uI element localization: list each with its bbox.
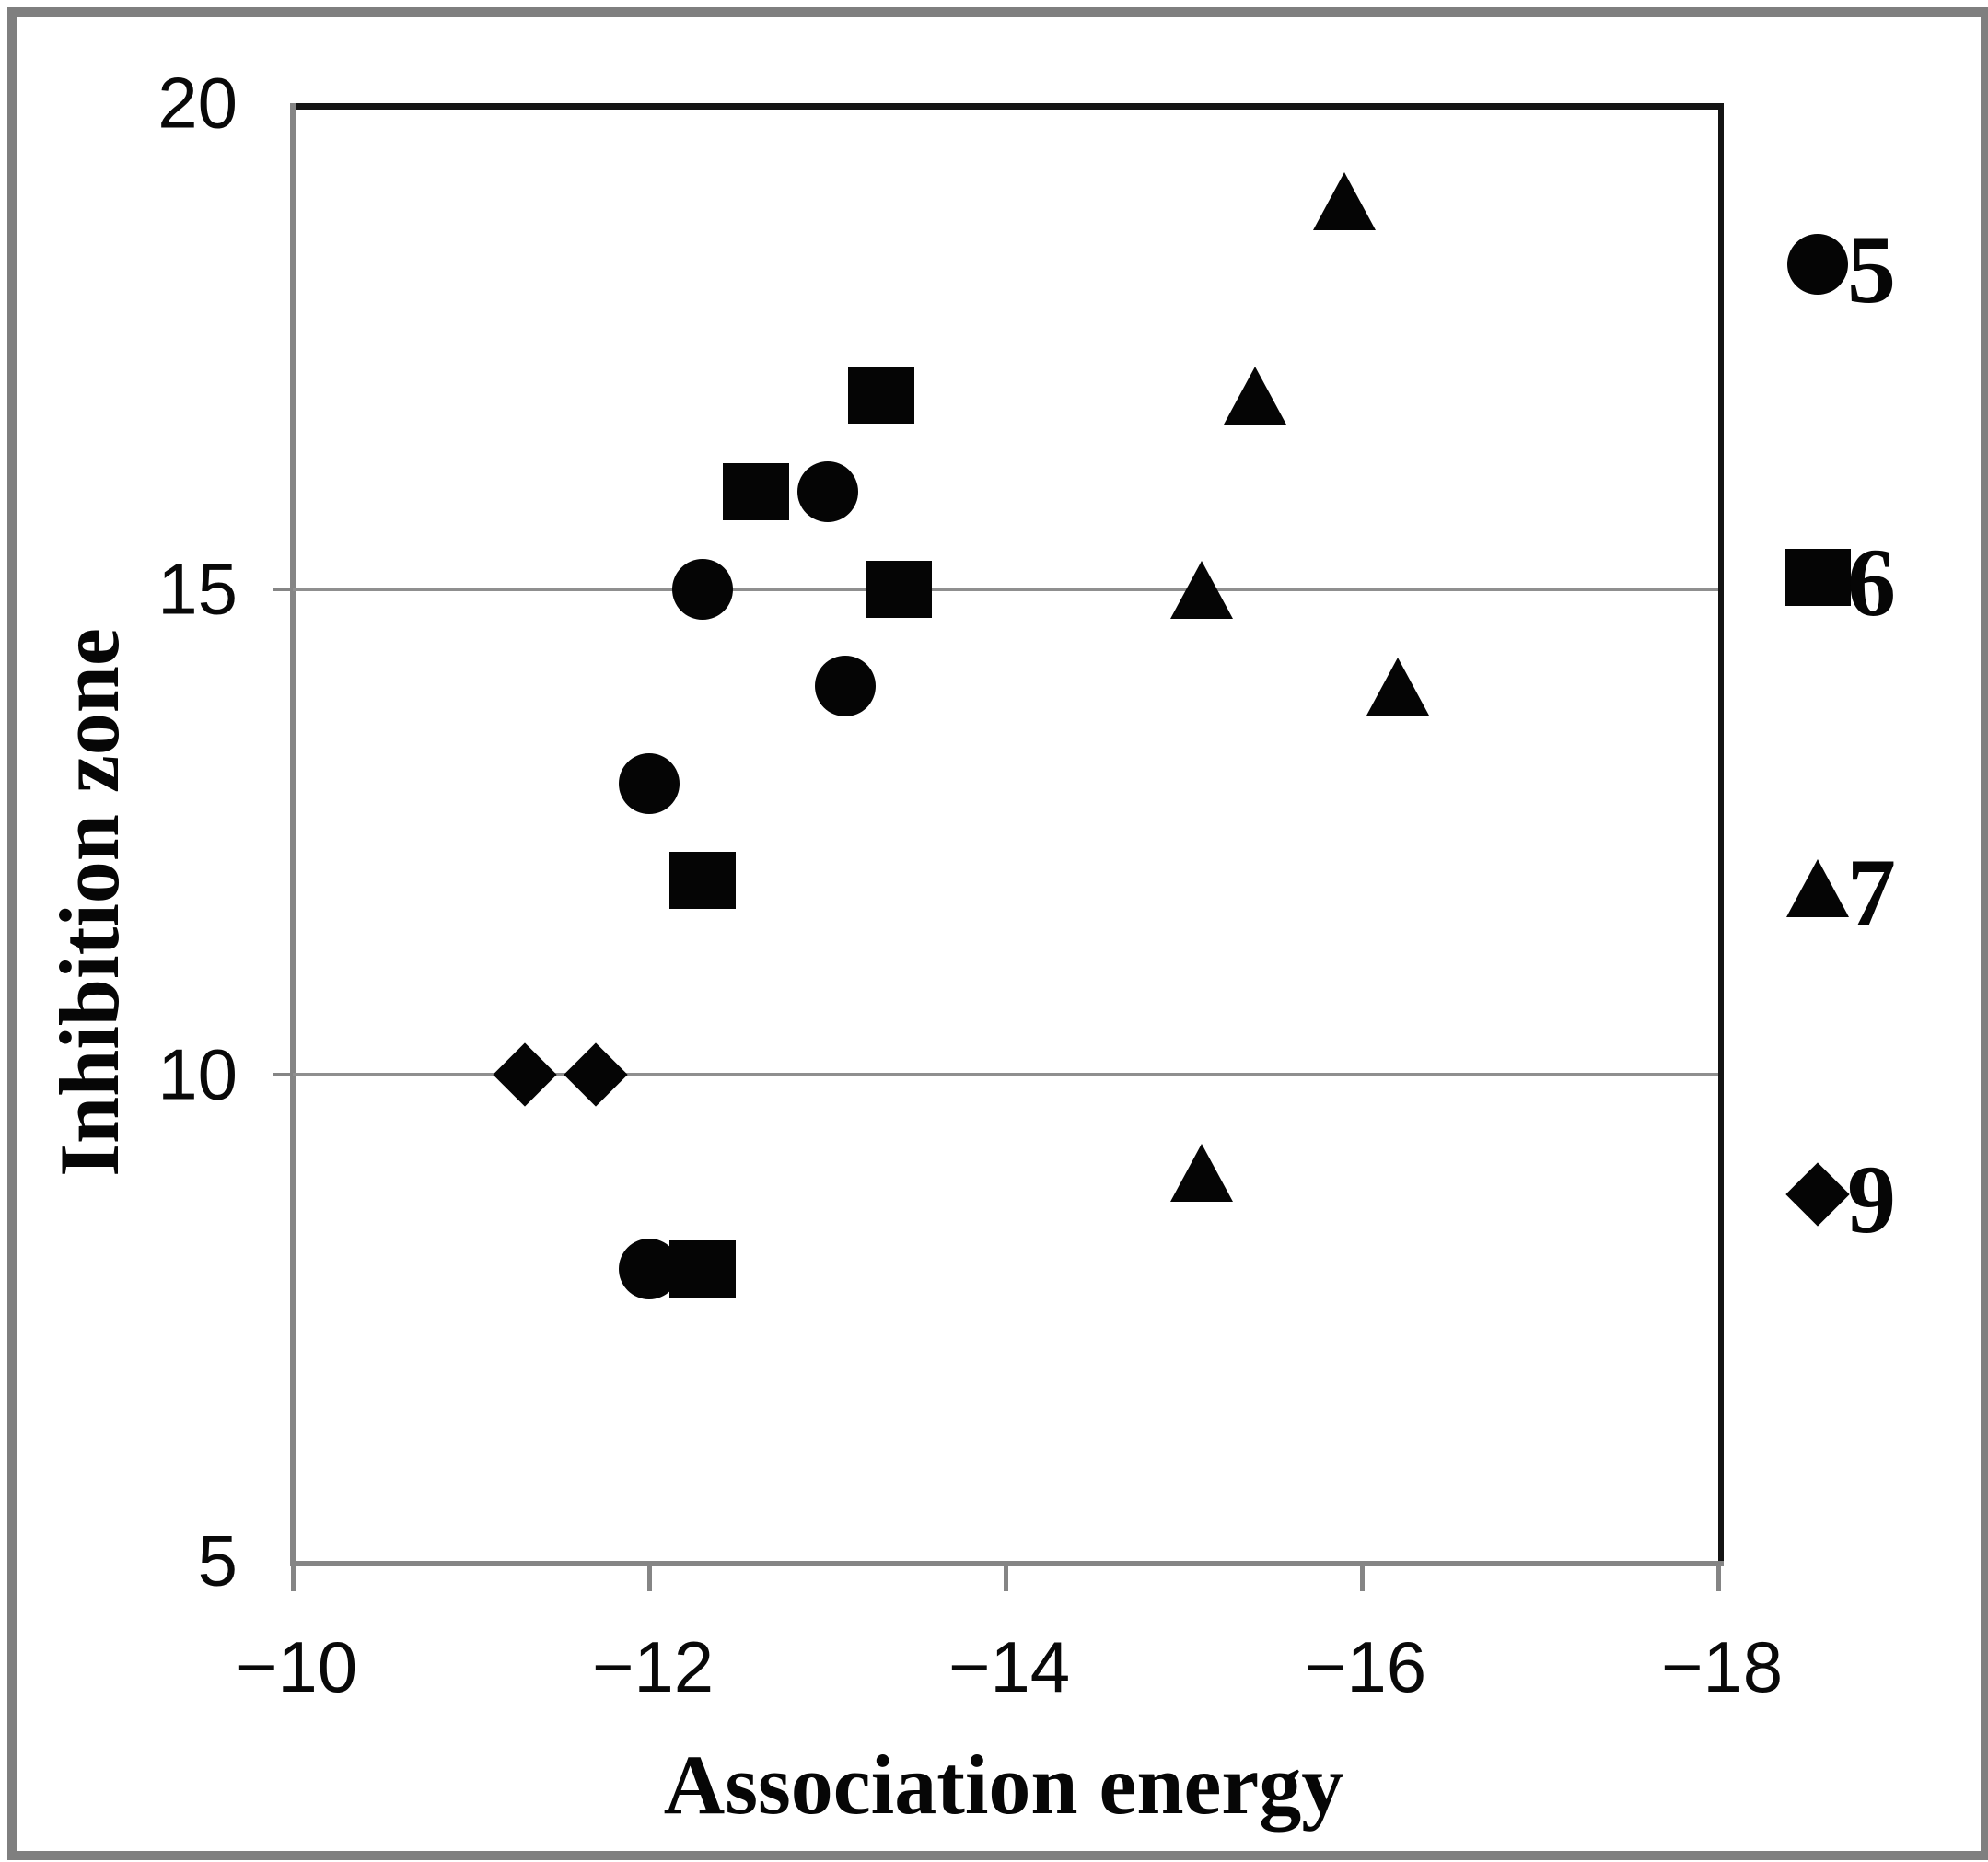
circle-marker-series-5: [619, 1239, 680, 1300]
y-tick-mark: [273, 1073, 293, 1077]
x-axis-title: Association energy: [663, 1738, 1344, 1832]
x-tick-label--14: −14: [947, 1626, 1071, 1707]
square-marker-series-6: [669, 852, 737, 910]
triangle-marker-series-7: [1312, 171, 1376, 230]
square-marker-series-6: [847, 366, 914, 424]
plot-frame-right: [1718, 103, 1724, 1566]
legend-label-9: 9: [1847, 1146, 1896, 1253]
square-marker-series-6: [669, 1240, 737, 1298]
x-tick-mark: [1716, 1561, 1721, 1591]
y-tick-label-10: 10: [157, 1033, 238, 1115]
gridline-y-15: [293, 587, 1718, 591]
x-tick-label--10: −10: [235, 1626, 358, 1707]
legend-circle-icon: [1787, 234, 1848, 295]
circle-marker-series-5: [619, 752, 680, 814]
triangle-marker-series-7: [1169, 1143, 1233, 1202]
x-tick-label--12: −12: [591, 1626, 715, 1707]
y-axis-line: [290, 103, 296, 1566]
x-tick-mark: [1004, 1561, 1008, 1591]
y-axis-title: Inhibition zone: [42, 628, 136, 1177]
legend-label-6: 6: [1847, 529, 1896, 636]
square-marker-series-6: [723, 463, 790, 521]
triangle-marker-series-7: [1169, 560, 1233, 619]
square-marker-series-6: [865, 560, 932, 618]
y-tick-label-15: 15: [157, 548, 238, 630]
x-tick-label--18: −18: [1660, 1626, 1784, 1707]
triangle-marker-series-7: [1366, 658, 1429, 716]
plot-frame-top: [292, 103, 1724, 110]
x-tick-mark: [291, 1561, 296, 1591]
legend-square-icon: [1785, 549, 1851, 606]
circle-marker-series-5: [796, 461, 858, 523]
circle-marker-series-5: [672, 558, 734, 620]
triangle-marker-series-7: [1223, 366, 1286, 425]
y-tick-label-5: 5: [197, 1519, 238, 1601]
figure-border: [7, 7, 1988, 1860]
x-tick-label--16: −16: [1304, 1626, 1427, 1707]
y-tick-mark: [273, 587, 293, 591]
x-tick-mark: [647, 1561, 652, 1591]
y-tick-label-20: 20: [157, 62, 238, 144]
legend-label-5: 5: [1847, 215, 1896, 323]
x-tick-mark: [1360, 1561, 1365, 1591]
legend-triangle-icon: [1786, 859, 1849, 917]
legend-label-7: 7: [1847, 839, 1896, 947]
circle-marker-series-5: [814, 656, 876, 717]
gridline-y-10: [293, 1073, 1718, 1077]
